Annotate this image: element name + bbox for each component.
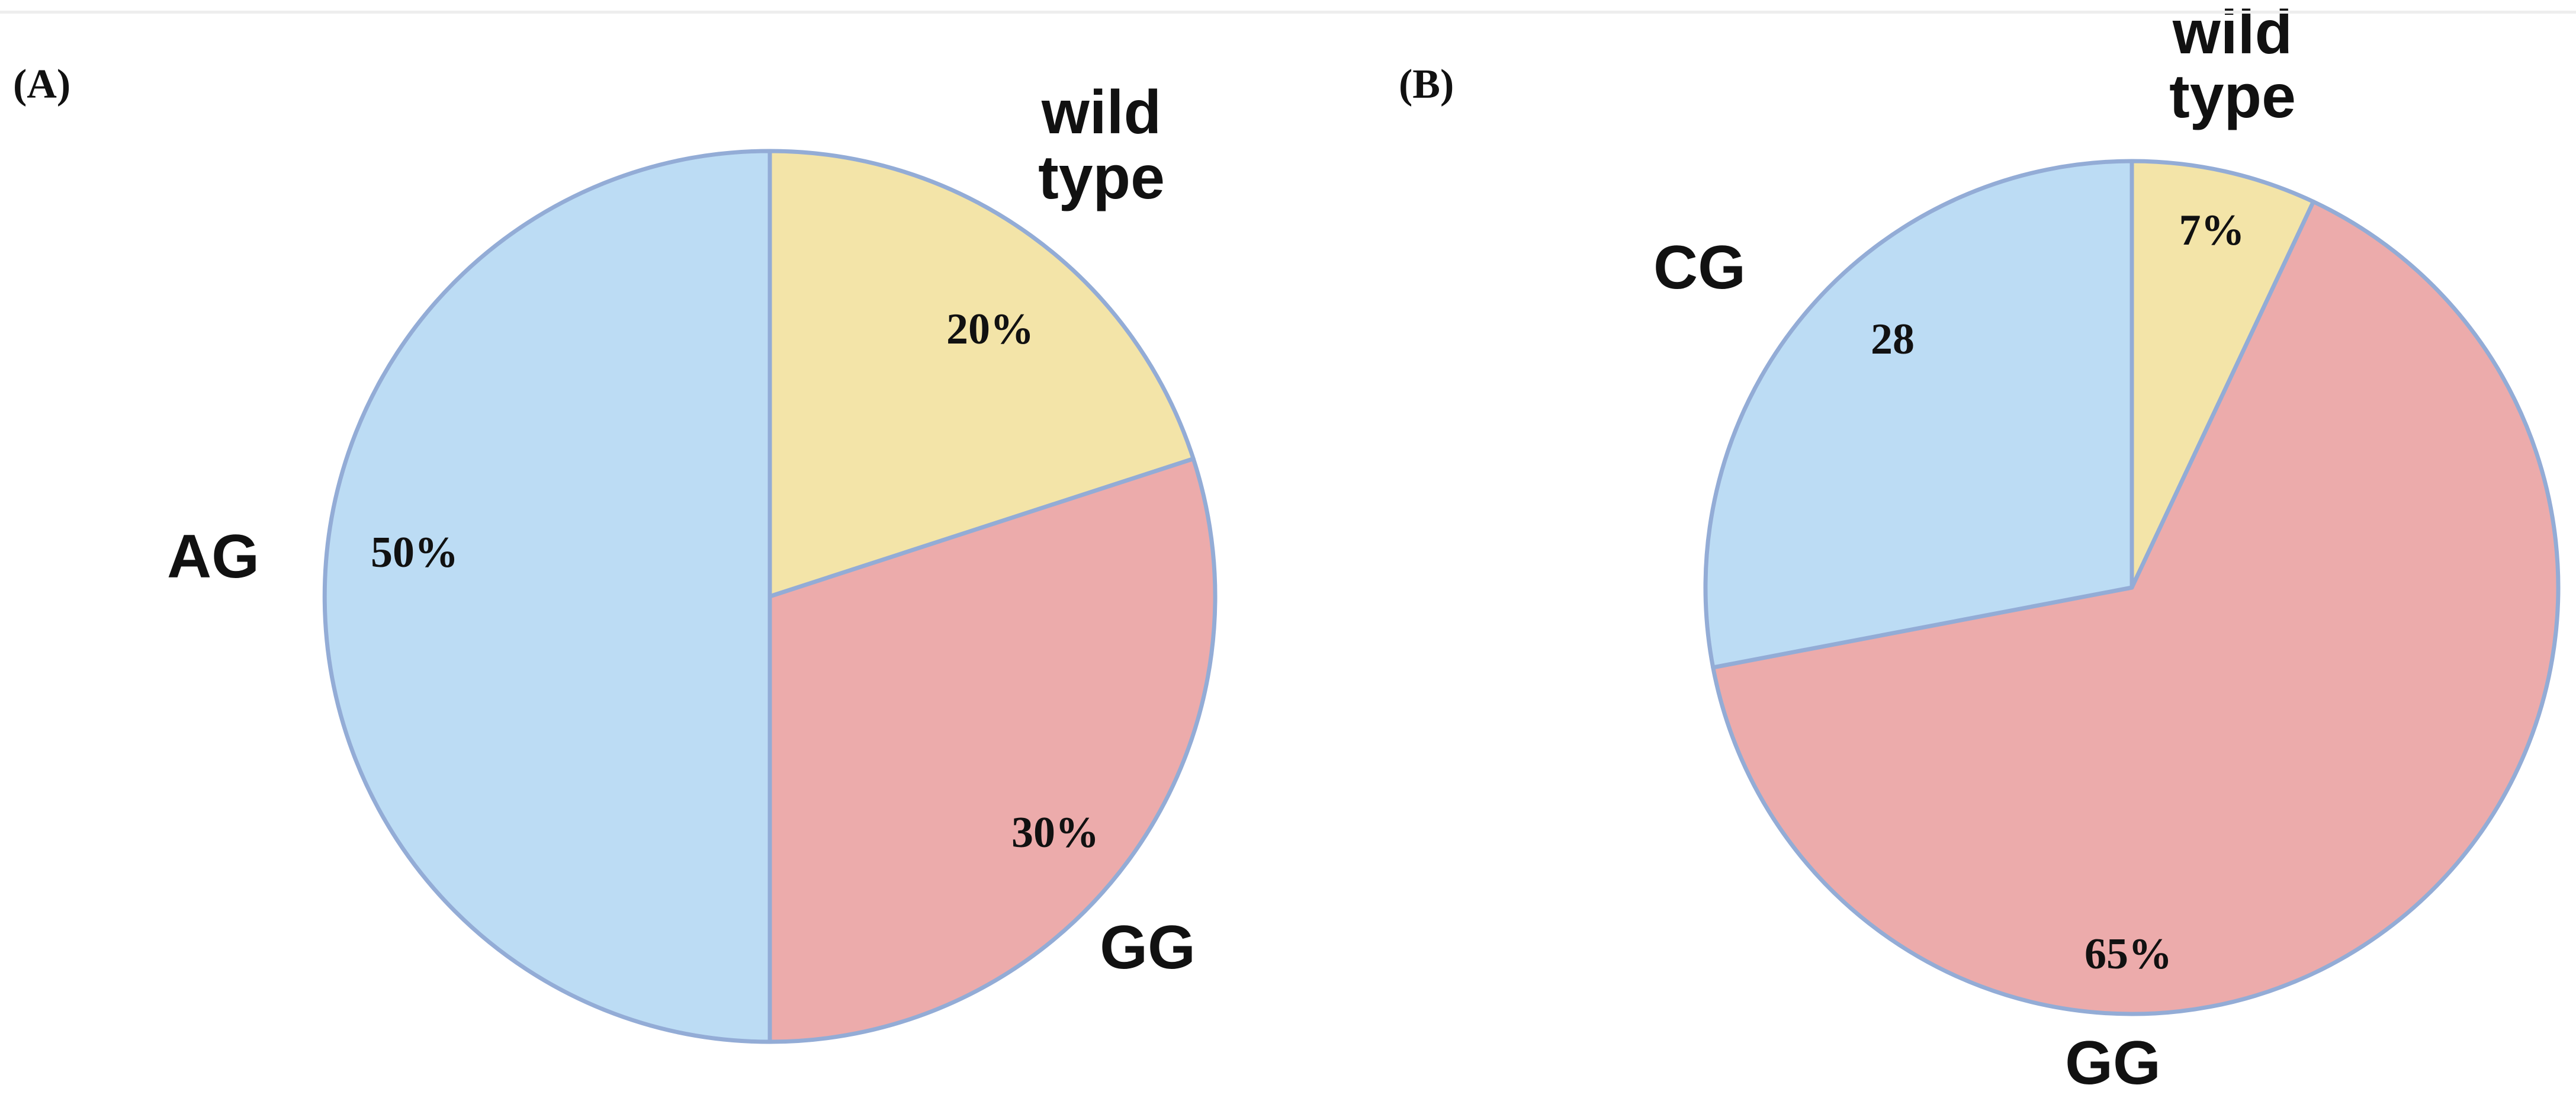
slice-category-label-wild-type: wild type bbox=[1038, 78, 1165, 212]
slice-category-label-ag: AG bbox=[167, 522, 259, 591]
slice-category-label-wild-type: wild type bbox=[2169, 0, 2296, 131]
pie-slice-cg bbox=[1703, 159, 2134, 670]
panel-b: 7% 65% 28 wild type GG CG (B) bbox=[1399, 0, 2561, 1097]
slice-value-label-wild-type: 7% bbox=[2179, 206, 2245, 255]
pie-slice-gg bbox=[1711, 200, 2561, 1016]
top-divider bbox=[0, 11, 2576, 14]
slice-category-label-cg: CG bbox=[1653, 233, 1746, 302]
pie-slice-wild-type bbox=[767, 149, 1196, 599]
panel-a: 20% 30% 50% wild type GG AG (A) bbox=[13, 62, 1218, 1044]
slice-value-label-cg: 28 bbox=[1871, 315, 1915, 364]
slice-category-label-gg: GG bbox=[1100, 913, 1196, 982]
slice-value-label-gg: 65% bbox=[2084, 930, 2172, 978]
slice-value-label-ag: 50% bbox=[371, 528, 458, 577]
panel-label: (B) bbox=[1399, 62, 1454, 107]
pie-slice-ag bbox=[322, 149, 772, 1044]
pie-slice-gg bbox=[767, 457, 1218, 1044]
panel-label: (A) bbox=[13, 62, 70, 107]
slice-value-label-gg: 30% bbox=[1011, 808, 1099, 857]
slice-value-label-wild-type: 20% bbox=[946, 305, 1034, 354]
pie-slice-wild-type bbox=[2129, 159, 2316, 590]
slice-category-label-gg: GG bbox=[2065, 1029, 2161, 1097]
